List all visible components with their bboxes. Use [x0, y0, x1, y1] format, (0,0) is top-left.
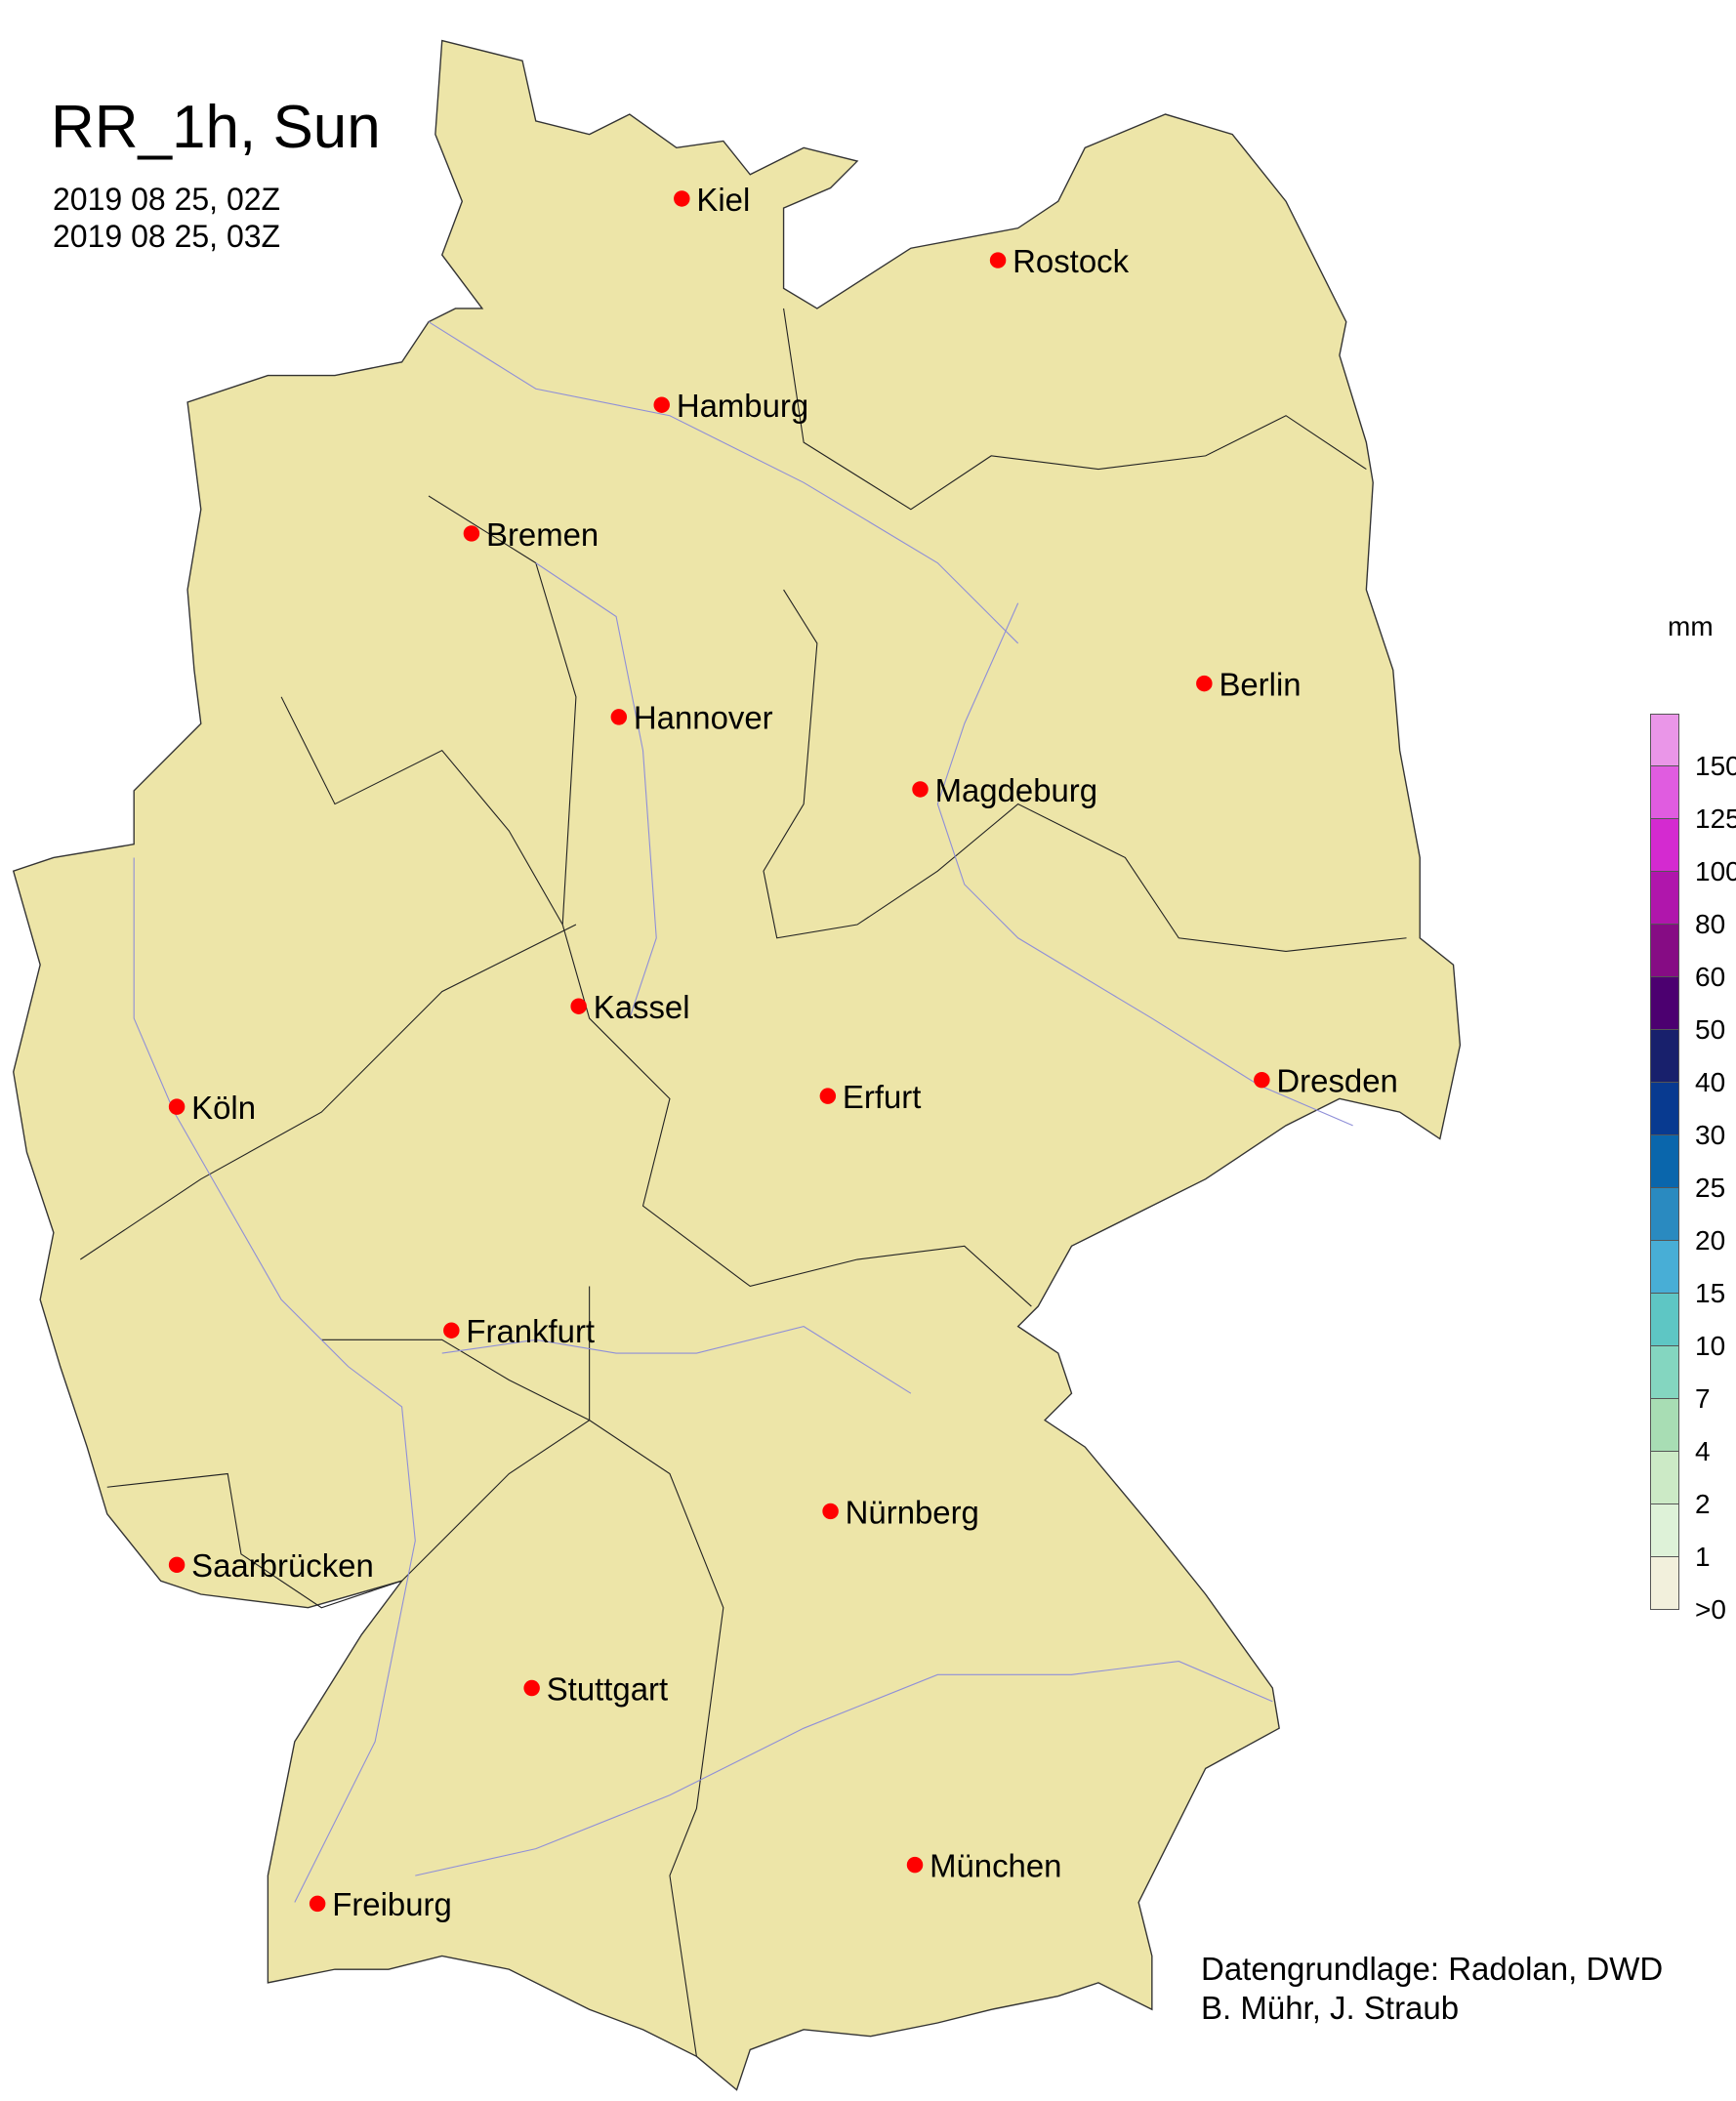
legend-swatch	[1650, 872, 1679, 925]
cities: Kiel Rostock Hamburg Bremen Berlin Hannover Ma…	[168, 182, 1398, 1922]
city-marker	[523, 1679, 540, 1697]
city-label: Kassel	[594, 989, 690, 1025]
city-münchen: München	[906, 1847, 1061, 1883]
city-marker	[822, 1503, 839, 1520]
city-frankfurt: Frankfurt	[443, 1313, 595, 1349]
city-label: Frankfurt	[466, 1313, 595, 1349]
city-marker	[1196, 675, 1213, 692]
time-start: 2019 08 25, 02Z	[53, 182, 281, 217]
legend-swatch	[1650, 1399, 1679, 1452]
legend-swatch	[1650, 1452, 1679, 1504]
legend-label: 4	[1695, 1436, 1711, 1466]
color-legend	[1650, 714, 1679, 1610]
city-marker	[653, 396, 670, 413]
city-label: München	[930, 1847, 1061, 1883]
legend-label: 100	[1695, 856, 1736, 886]
legend-swatch	[1650, 1188, 1679, 1241]
legend-label: 2	[1695, 1489, 1711, 1519]
germany-land	[12, 39, 1462, 2091]
time-end: 2019 08 25, 03Z	[53, 219, 281, 254]
city-label: Berlin	[1219, 666, 1301, 702]
city-label: Nürnberg	[846, 1494, 979, 1530]
legend-label: 150	[1695, 751, 1736, 781]
legend-label: 1	[1695, 1542, 1711, 1572]
credit-data-source: Datengrundlage: Radolan, DWD	[1201, 1951, 1664, 1987]
legend-swatch	[1650, 1135, 1679, 1188]
city-stuttgart: Stuttgart	[523, 1670, 668, 1707]
city-marker	[309, 1895, 326, 1913]
legend-swatch	[1650, 925, 1679, 977]
city-kassel: Kassel	[570, 989, 690, 1025]
legend-label: 10	[1695, 1331, 1726, 1361]
legend-swatch	[1650, 1241, 1679, 1294]
city-dresden: Dresden	[1254, 1063, 1398, 1099]
legend-unit: mm	[1668, 611, 1714, 641]
legend-swatch	[1650, 766, 1679, 819]
legend-swatch	[1650, 1504, 1679, 1557]
city-label: Freiburg	[332, 1886, 452, 1922]
legend-swatch	[1650, 1346, 1679, 1399]
city-kiel: Kiel	[674, 182, 750, 218]
state-borders	[80, 308, 1407, 2057]
city-marker	[989, 252, 1007, 268]
legend-label: 20	[1695, 1225, 1726, 1256]
legend-label: 15	[1695, 1278, 1726, 1308]
map-title: RR_1h, Sun	[51, 94, 381, 161]
legend-label: 40	[1695, 1067, 1726, 1097]
city-marker	[906, 1856, 924, 1874]
legend-label: 125	[1695, 803, 1736, 834]
city-label: Saarbrücken	[191, 1547, 374, 1584]
city-erfurt: Erfurt	[819, 1079, 921, 1115]
city-hamburg: Hamburg	[653, 388, 808, 424]
legend-label: 7	[1695, 1383, 1711, 1414]
city-magdeburg: Magdeburg	[912, 772, 1097, 808]
legend-swatch	[1650, 1030, 1679, 1083]
legend-label: 25	[1695, 1173, 1726, 1203]
city-label: Erfurt	[843, 1079, 921, 1115]
legend-swatch	[1650, 1083, 1679, 1135]
city-marker	[168, 1098, 186, 1115]
city-marker	[443, 1322, 460, 1339]
city-label: Rostock	[1013, 243, 1129, 279]
city-label: Hamburg	[677, 388, 808, 424]
credit-authors: B. Mühr, J. Straub	[1201, 1990, 1460, 2026]
legend-swatch	[1650, 714, 1679, 766]
city-nürnberg: Nürnberg	[822, 1494, 979, 1530]
rivers	[133, 321, 1353, 1903]
legend-label: 60	[1695, 962, 1726, 992]
legend-swatch	[1650, 1294, 1679, 1346]
legend-label: 50	[1695, 1014, 1726, 1045]
city-label: Dresden	[1276, 1063, 1397, 1099]
city-marker	[819, 1088, 837, 1104]
legend-label: 30	[1695, 1120, 1726, 1150]
legend-label: >0	[1695, 1594, 1726, 1625]
city-marker	[912, 781, 929, 798]
city-marker	[463, 525, 480, 542]
legend-swatch	[1650, 1557, 1679, 1610]
legend-label: 80	[1695, 909, 1726, 939]
city-marker	[1254, 1071, 1270, 1089]
city-label: Köln	[191, 1090, 256, 1126]
city-marker	[610, 709, 628, 725]
city-marker	[168, 1556, 186, 1574]
city-saarbrücken: Saarbrücken	[168, 1547, 374, 1584]
city-freiburg: Freiburg	[309, 1886, 452, 1922]
legend-swatch	[1650, 819, 1679, 872]
legend-swatch	[1650, 977, 1679, 1030]
city-hannover: Hannover	[610, 700, 773, 736]
city-berlin: Berlin	[1196, 666, 1302, 702]
city-bremen: Bremen	[463, 516, 599, 553]
city-rostock: Rostock	[989, 243, 1130, 279]
city-label: Bremen	[486, 516, 599, 553]
city-marker	[674, 190, 690, 207]
city-köln: Köln	[168, 1090, 256, 1126]
city-marker	[570, 998, 587, 1014]
city-label: Hannover	[634, 700, 773, 736]
city-label: Stuttgart	[547, 1670, 668, 1707]
city-label: Kiel	[696, 182, 750, 218]
city-label: Magdeburg	[935, 772, 1097, 808]
